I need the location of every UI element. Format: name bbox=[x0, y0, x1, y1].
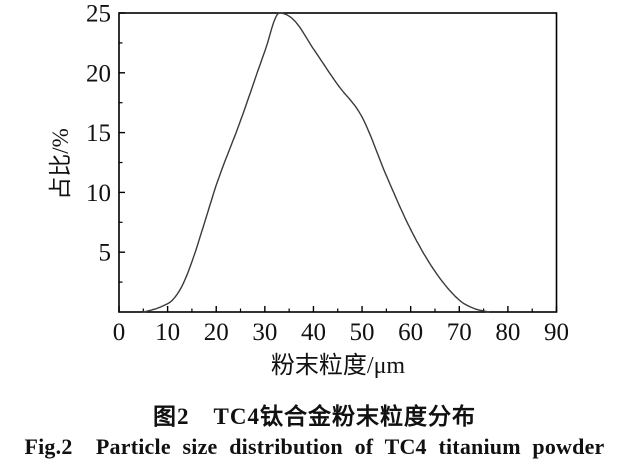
y-tick-label: 25 bbox=[86, 1, 111, 28]
x-tick-label: 40 bbox=[301, 319, 326, 346]
y-tick-label: 20 bbox=[86, 60, 111, 87]
plot-area: 0 10 20 30 40 50 60 70 80 90 5 10 15 20 25 bbox=[86, 1, 569, 347]
x-tick-label: 60 bbox=[398, 319, 423, 346]
x-tick-label: 50 bbox=[350, 319, 375, 346]
figure-caption-english: Fig.2 Particle size distribution of TC4 … bbox=[24, 434, 605, 459]
y-tick-label: 5 bbox=[99, 240, 112, 267]
y-tick-label: 15 bbox=[86, 120, 111, 147]
distribution-curve bbox=[142, 12, 490, 313]
figure-caption-chinese: 图2 TC4钛合金粉末粒度分布 bbox=[153, 404, 476, 429]
x-tick-label: 10 bbox=[155, 319, 180, 346]
x-tick-label: 30 bbox=[252, 319, 277, 346]
x-tick-label: 70 bbox=[447, 319, 472, 346]
y-axis-label: 占比/% bbox=[48, 128, 73, 200]
x-tick-label: 20 bbox=[204, 319, 229, 346]
x-tick-label: 90 bbox=[544, 319, 569, 346]
x-tick-label: 0 bbox=[113, 319, 126, 346]
y-tick-label: 10 bbox=[86, 180, 111, 207]
plot-frame bbox=[118, 12, 558, 313]
x-tick-label: 80 bbox=[495, 319, 520, 346]
x-axis-label: 粉末粒度/μm bbox=[270, 353, 406, 379]
